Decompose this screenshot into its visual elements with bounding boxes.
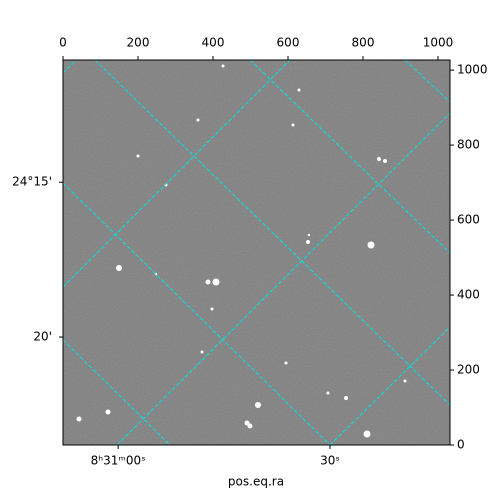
y-tick-label: 400 — [457, 288, 480, 302]
ra-tick-label: 8ʰ31ᵐ00ˢ — [91, 454, 146, 468]
x-tick-label: 600 — [277, 36, 300, 50]
ra-tick-label: 30ˢ — [320, 454, 340, 468]
sky-image — [63, 60, 450, 445]
y-tick-label: 1000 — [457, 63, 488, 77]
x-tick-label: 0 — [59, 36, 67, 50]
frame — [62, 59, 451, 446]
dec-tick-label: 20' — [33, 330, 52, 344]
y-tick-label: 800 — [457, 138, 480, 152]
y-tick-label: 0 — [457, 438, 465, 452]
y-tick-label: 200 — [457, 363, 480, 377]
x-tick-label: 800 — [352, 36, 375, 50]
dec-tick-label: 24°15' — [12, 175, 52, 189]
x-tick-label: 400 — [202, 36, 225, 50]
x-tick-label: 200 — [127, 36, 150, 50]
x-tick-label: 1000 — [423, 36, 454, 50]
y-tick-label: 600 — [457, 213, 480, 227]
x-label: pos.eq.ra — [228, 475, 284, 489]
